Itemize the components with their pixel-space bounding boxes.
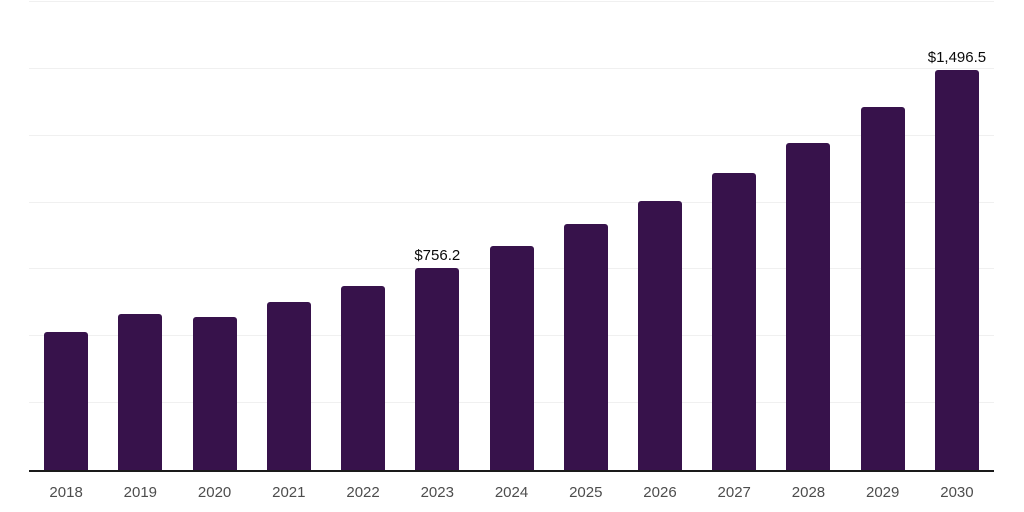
bar-column-2030: $1,496.5	[920, 2, 994, 470]
gridline-1000	[29, 201, 994, 203]
bar-column-2027	[697, 2, 771, 470]
x-tick-label-2023: 2023	[420, 484, 454, 501]
bar-2021	[266, 302, 311, 470]
data-label-2023: $756.2	[414, 246, 461, 264]
bar-column-2019	[103, 2, 177, 470]
x-axis-tick-labels: 2018 2019 2020 2021 2022 2023 2024 2025 2026 2027…	[29, 484, 994, 501]
bar-column-2028	[771, 2, 845, 470]
bar-column-2022	[326, 2, 400, 470]
bar-2024	[489, 245, 534, 470]
bar-2022	[341, 286, 386, 470]
bar-column-2021	[252, 2, 326, 470]
x-tick-label-2028: 2028	[791, 484, 826, 501]
x-tick-label-2021: 2021	[272, 484, 306, 501]
bar-2030	[934, 69, 979, 470]
bar-column-2023: $756.2	[400, 2, 474, 470]
bar-column-2026	[623, 2, 697, 470]
bar-column-2025	[549, 2, 623, 470]
bar-column-2020	[177, 2, 251, 470]
x-tick-label-2018: 2018	[49, 484, 83, 501]
plot-area: $756.2 $1,496.5	[29, 1, 994, 470]
bar-2026	[637, 200, 682, 470]
bar-2018	[44, 332, 89, 470]
bar-2019	[118, 314, 163, 470]
bars-row: $756.2 $1,496.5	[29, 2, 994, 470]
gridline-1750	[29, 1, 994, 2]
bar-2028	[786, 142, 831, 470]
x-tick-label-2020: 2020	[197, 484, 232, 501]
x-axis-line	[29, 470, 994, 472]
bar-column-2018	[29, 2, 103, 470]
bar-column-2029	[846, 2, 920, 470]
gridline-1500	[29, 67, 994, 69]
x-tick-label-2029: 2029	[866, 484, 900, 501]
x-tick-label-2019: 2019	[123, 484, 158, 501]
gridline-1250	[29, 134, 994, 136]
bar-2023	[415, 267, 460, 470]
x-tick-label-2030: 2030	[940, 484, 974, 501]
x-tick-label-2027: 2027	[717, 484, 751, 501]
x-tick-label-2022: 2022	[346, 484, 380, 501]
bar-chart: $756.2 $1,496.5 2018 2019 2020 2021 2022 2023 2…	[29, 1, 994, 501]
bar-column-2024	[474, 2, 548, 470]
x-tick-label-2026: 2026	[643, 484, 677, 501]
bar-2029	[860, 107, 905, 470]
bar-2027	[712, 172, 757, 470]
data-label-2030: $1,496.5	[927, 48, 987, 66]
x-tick-label-2024: 2024	[494, 484, 529, 501]
x-tick-label-2025: 2025	[569, 484, 603, 501]
bar-2025	[563, 223, 608, 470]
bar-2020	[192, 317, 237, 470]
